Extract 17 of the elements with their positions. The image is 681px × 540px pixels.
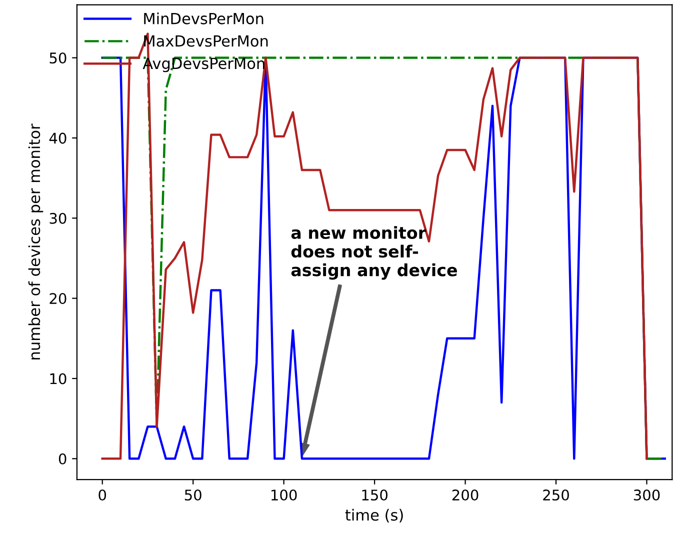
y-tick-label: 20 [50,293,66,304]
x-tick-label: 200 [452,490,478,501]
annotation: a new monitor does not self- assign any device [291,226,457,280]
x-tick-label: 300 [634,490,660,501]
y-tick-label: 10 [50,373,66,384]
y-tick-label: 40 [49,132,66,144]
y-tick-label: 0 [58,453,66,464]
x-tick-label: 50 [184,490,202,501]
x-tick-label: 0 [98,490,106,501]
x-tick-label: 250 [543,490,569,501]
x-tick-label: 100 [272,490,297,501]
x-axis-title: time (s) [345,508,403,523]
y-tick-label: 30 [50,212,66,224]
y-tick-label: 50 [50,52,66,64]
y-axis-title: number of devices per monitor [28,124,44,360]
legend-label: MinDevsPerMon [144,12,264,24]
x-tick-label: 150 [362,490,388,501]
